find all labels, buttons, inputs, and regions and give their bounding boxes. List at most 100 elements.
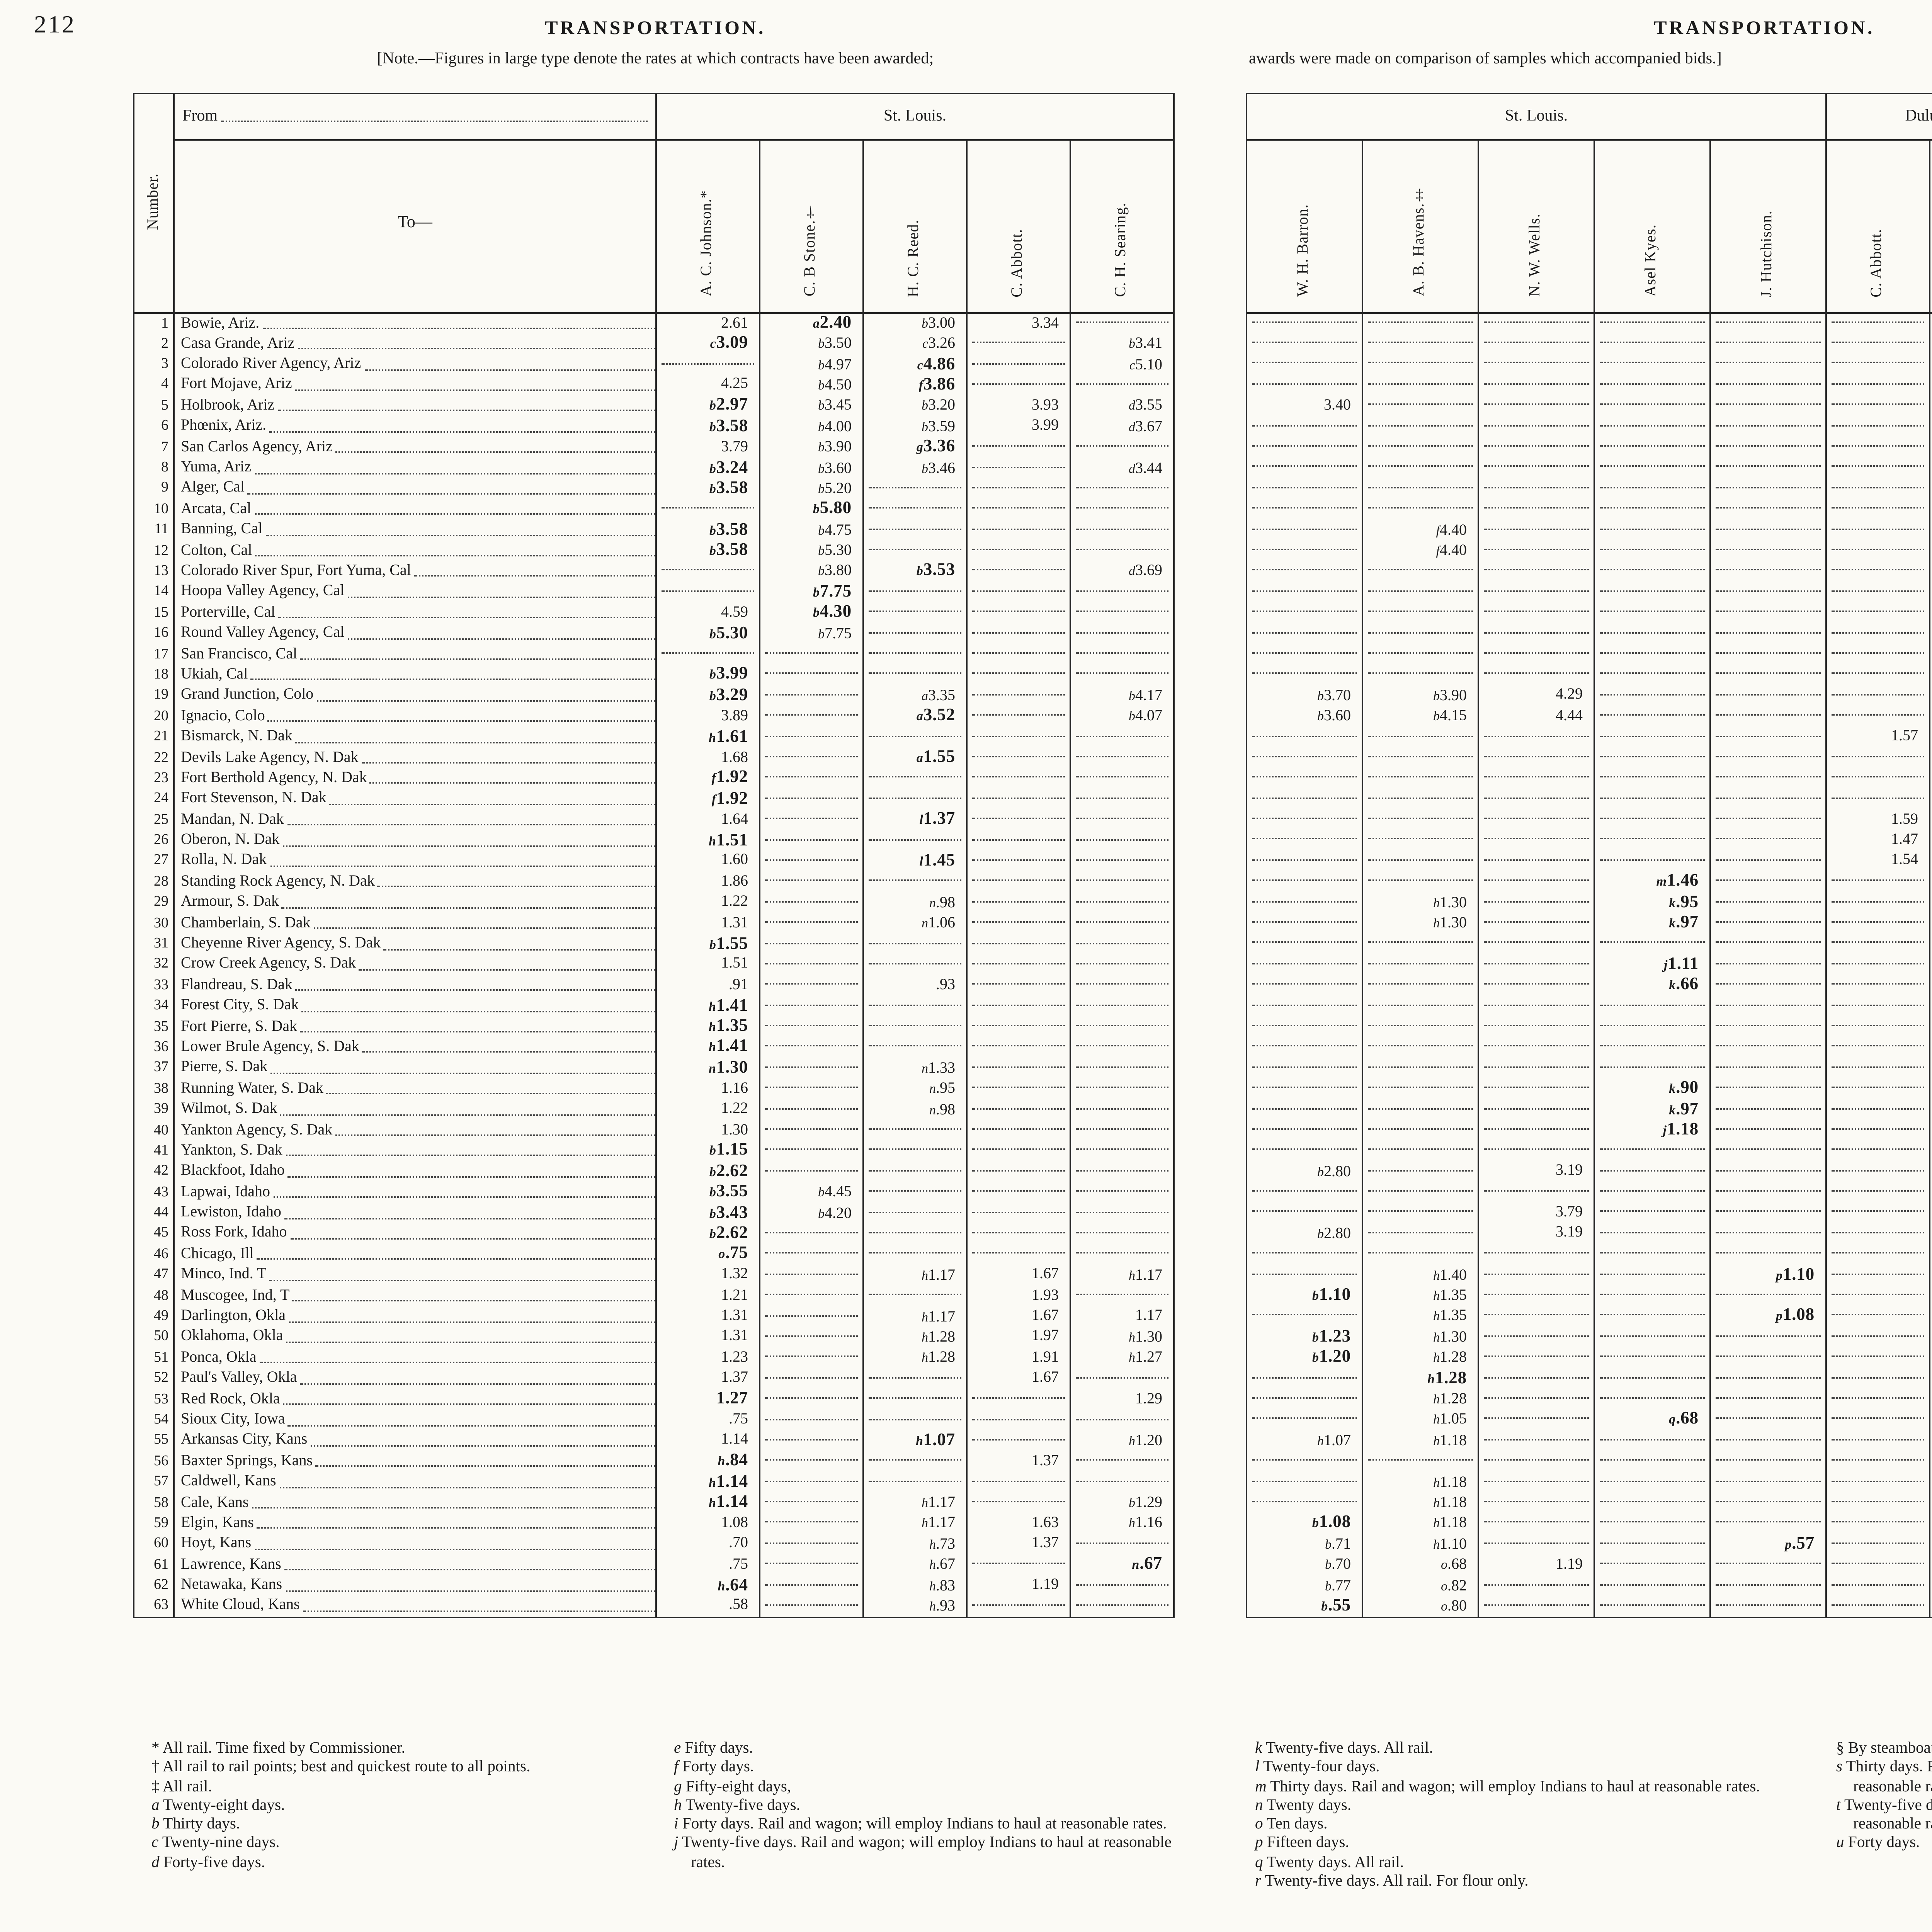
rate-cell-empty bbox=[1594, 333, 1711, 355]
dot-leader bbox=[1252, 318, 1357, 323]
rate-cell-empty bbox=[1594, 1575, 1711, 1596]
row-number: 41 bbox=[133, 1141, 175, 1162]
rate-cell-empty bbox=[1594, 1223, 1711, 1245]
rate-cell-empty bbox=[759, 913, 864, 934]
dot-leader bbox=[1600, 794, 1704, 799]
dot-leader bbox=[310, 1442, 655, 1447]
rate-cell: h1.41 bbox=[655, 996, 760, 1017]
dot-leader bbox=[972, 1125, 1065, 1130]
table-row: i1.90§u.3523 bbox=[1246, 768, 1932, 789]
rate-cell-empty bbox=[1478, 644, 1595, 665]
row-number: 45 bbox=[133, 1224, 175, 1245]
rate-cell-empty bbox=[1929, 375, 1932, 396]
rate-cell: h1.14 bbox=[655, 1493, 760, 1514]
rate-cell-empty bbox=[1478, 975, 1595, 996]
dot-leader bbox=[364, 366, 655, 371]
rate-cell-empty bbox=[1825, 954, 1930, 975]
destination-cell: Ponca, Okla bbox=[173, 1348, 657, 1369]
dot-leader bbox=[765, 898, 857, 902]
rate-cell-empty bbox=[1246, 872, 1363, 893]
dot-leader bbox=[303, 1607, 655, 1612]
rate-cell: b5.80 bbox=[759, 499, 864, 520]
rate-cell-empty bbox=[1929, 1596, 1932, 1617]
table-row: 10 bbox=[1246, 499, 1932, 520]
dot-leader bbox=[1484, 442, 1588, 447]
rate-cell-empty bbox=[1478, 1493, 1595, 1514]
rate-cell-empty bbox=[1709, 396, 1827, 417]
table-row: 1.57k.9821 bbox=[1246, 727, 1932, 748]
rate-cell: q.68 bbox=[1594, 1410, 1711, 1431]
rate-cell-empty bbox=[1709, 375, 1827, 396]
rate-cell-empty bbox=[966, 1430, 1071, 1452]
rate-cell-empty bbox=[759, 1162, 864, 1183]
rate-cell-empty bbox=[966, 1079, 1071, 1100]
dot-leader bbox=[1484, 525, 1588, 530]
rate-cell-empty bbox=[1246, 1451, 1363, 1472]
rate-cell-empty bbox=[1478, 1078, 1595, 1100]
rate-cell-empty bbox=[966, 727, 1071, 748]
rate-cell: h1.17 bbox=[1070, 1265, 1175, 1286]
dot-leader bbox=[1832, 649, 1924, 654]
column-header-kyes-st-louis: Asel Kyes. bbox=[1594, 140, 1711, 314]
dot-leader bbox=[1600, 1291, 1704, 1296]
dot-leader bbox=[1832, 753, 1924, 757]
dot-leader bbox=[1252, 1373, 1357, 1378]
rate-cell-empty bbox=[1929, 437, 1932, 458]
rate-cell-empty bbox=[1825, 602, 1930, 624]
rate-cell-empty bbox=[1929, 1244, 1932, 1265]
rate-cell-empty bbox=[1478, 623, 1595, 644]
rate-cell: h1.07 bbox=[1246, 1430, 1363, 1451]
table-row: 8 Yuma, Ariz b3.24 b3.60 b3.46 d3.44 bbox=[133, 458, 1175, 479]
rate-cell-empty bbox=[862, 1286, 968, 1307]
dot-leader bbox=[1076, 1105, 1168, 1109]
rate-cell-empty bbox=[1246, 1410, 1363, 1431]
rate-cell-empty bbox=[1709, 810, 1827, 831]
rate-cell-empty bbox=[1478, 747, 1595, 769]
dot-leader bbox=[1076, 1539, 1168, 1544]
rate-cell-empty bbox=[1825, 354, 1930, 375]
rate-cell-empty bbox=[1594, 1348, 1711, 1369]
dot-leader bbox=[1076, 815, 1168, 820]
dot-leader bbox=[869, 1022, 961, 1027]
rate-cell-empty bbox=[759, 872, 864, 893]
rate-cell-empty bbox=[655, 644, 760, 665]
dot-leader bbox=[1252, 1415, 1357, 1420]
destination-cell: Yuma, Ariz bbox=[173, 458, 657, 479]
rate-cell: n.67 bbox=[1070, 1555, 1175, 1576]
rate-cell-empty bbox=[1070, 1162, 1175, 1183]
dot-leader bbox=[1076, 1084, 1168, 1088]
rate-cell-empty bbox=[1478, 354, 1595, 375]
table-row: 18 bbox=[1246, 665, 1932, 686]
dot-leader bbox=[1368, 732, 1473, 736]
dot-leader bbox=[1716, 649, 1820, 654]
dot-leader bbox=[1076, 587, 1168, 592]
table-row: 29 Armour, S. Dak 1.22 n.98 bbox=[133, 893, 1175, 913]
table-row: 45 Ross Fork, Idaho b2.62 bbox=[133, 1224, 1175, 1245]
rate-cell: h1.17 bbox=[862, 1514, 968, 1534]
dot-leader bbox=[1716, 1167, 1820, 1171]
footnote: * All rail. Time fixed by Commissioner. bbox=[151, 1740, 405, 1757]
rate-cell-empty bbox=[1246, 1037, 1363, 1058]
table-row: 41 bbox=[1246, 1141, 1932, 1162]
column-header-johnson: A. C. Johnson.* bbox=[655, 140, 760, 314]
rate-cell: 1.86 bbox=[655, 872, 760, 893]
table-row: 43 Lapwai, Idaho b3.55 b4.45 bbox=[133, 1182, 1175, 1203]
dot-leader bbox=[1076, 1477, 1168, 1482]
rate-cell-empty bbox=[1929, 499, 1932, 520]
rate-cell-empty bbox=[1070, 1203, 1175, 1224]
dot-leader bbox=[1368, 422, 1473, 426]
dot-leader bbox=[1484, 1270, 1588, 1275]
dot-leader bbox=[1368, 318, 1473, 323]
dot-leader bbox=[869, 1167, 961, 1172]
dot-leader bbox=[972, 504, 1065, 509]
rate-cell-empty bbox=[1070, 1472, 1175, 1493]
rate-cell: b3.46 bbox=[862, 458, 968, 479]
dot-leader bbox=[1716, 1456, 1820, 1461]
table-row: 34 Forest City, S. Dak h1.41 bbox=[133, 996, 1175, 1017]
rate-cell-empty bbox=[759, 1306, 864, 1327]
footnotes-column-4: § By steamboat, and only during season o… bbox=[1836, 1740, 1932, 1854]
rate-cell: b3.70 bbox=[1246, 685, 1363, 706]
table-row: 16 Round Valley Agency, Cal b5.30 b7.75 bbox=[133, 623, 1175, 645]
dot-leader bbox=[972, 359, 1065, 364]
